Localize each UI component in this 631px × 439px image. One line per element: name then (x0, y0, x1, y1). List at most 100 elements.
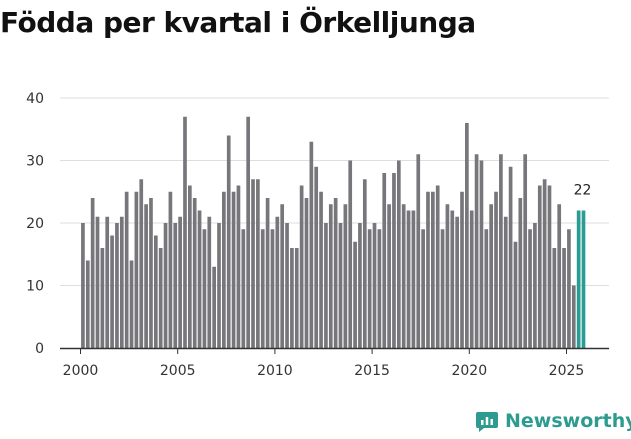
y-tick-label: 40 (26, 91, 44, 107)
bar (372, 223, 377, 348)
bar (197, 210, 202, 348)
bar (494, 191, 498, 348)
bar (358, 223, 362, 348)
newsworthy-logo-icon (476, 412, 498, 432)
x-tick-label: 2000 (63, 363, 99, 379)
bar (537, 185, 542, 348)
bar (95, 216, 100, 348)
bar (202, 229, 207, 348)
bar (256, 179, 260, 348)
bar (231, 191, 236, 348)
bar (119, 216, 124, 348)
bar (260, 229, 265, 348)
bar (153, 235, 158, 348)
data-labels: 22 (574, 183, 592, 199)
bar (314, 166, 319, 348)
bar (479, 160, 484, 348)
bar (562, 248, 566, 348)
bar (552, 248, 557, 348)
bar (90, 198, 95, 348)
bar (188, 185, 192, 348)
y-tick-label: 10 (26, 279, 44, 295)
bar (115, 223, 119, 348)
bar (523, 154, 528, 348)
bar (557, 204, 562, 348)
bar (110, 235, 114, 348)
bar (81, 223, 85, 348)
bar (581, 210, 586, 348)
bar (212, 266, 216, 348)
bar (503, 216, 508, 348)
bar (440, 229, 445, 348)
bar (547, 185, 552, 348)
bar (285, 223, 289, 348)
bar (241, 229, 246, 348)
bar (270, 229, 275, 348)
bar (183, 116, 187, 348)
bar (299, 185, 304, 348)
x-tick-label: 2010 (257, 363, 293, 379)
bar (275, 216, 280, 348)
bar (217, 223, 221, 348)
bar (129, 260, 134, 348)
bar (382, 173, 387, 348)
brand-name: Newsworthy (505, 410, 631, 432)
bar (450, 210, 455, 348)
bar (460, 191, 464, 348)
bar (416, 154, 421, 348)
bar (387, 204, 391, 348)
x-tick-label: 2025 (549, 363, 585, 379)
x-tick-label: 2020 (451, 363, 487, 379)
y-axis-labels: 0 10 20 30 40 (26, 91, 44, 357)
bar (338, 223, 343, 348)
bar (533, 223, 537, 348)
bar (489, 204, 494, 348)
bar (124, 191, 129, 348)
bar (328, 204, 333, 348)
bar (173, 223, 178, 348)
bar (469, 210, 474, 348)
bar (445, 204, 450, 348)
bar (571, 285, 576, 348)
bar (367, 229, 372, 348)
bar (377, 229, 382, 348)
bar (348, 160, 353, 348)
x-tick-label: 2005 (160, 363, 196, 379)
bar (392, 173, 396, 348)
bar (484, 229, 489, 348)
bar (343, 204, 348, 348)
bar (499, 154, 503, 348)
bar (290, 248, 294, 348)
brand-logo[interactable]: Newsworthy (475, 406, 631, 436)
y-tick-label: 20 (26, 216, 44, 232)
data-label: 22 (574, 183, 592, 199)
bar (158, 248, 163, 348)
bar (518, 198, 523, 348)
bar (309, 141, 314, 348)
bar (508, 166, 513, 348)
bar (134, 191, 139, 348)
x-axis: 2000 2005 2010 2015 2020 2025 (60, 347, 609, 379)
bar (85, 260, 90, 348)
chart-title: Födda per kvartal i Örkelljunga (0, 6, 476, 39)
bar (431, 191, 435, 348)
bar (178, 216, 182, 348)
bar (236, 185, 241, 348)
bar (139, 179, 144, 348)
bar (474, 154, 479, 348)
bar (324, 223, 328, 348)
bar (576, 210, 581, 348)
bar (105, 216, 110, 348)
bar (294, 248, 299, 348)
bar (333, 198, 338, 348)
bar (246, 116, 251, 348)
bar (353, 241, 357, 348)
bar (542, 179, 547, 348)
bar (207, 216, 212, 348)
bar (100, 248, 105, 348)
bar (265, 198, 270, 348)
y-tick-label: 0 (35, 341, 44, 357)
bar (192, 198, 197, 348)
x-tick-label: 2015 (354, 363, 390, 379)
